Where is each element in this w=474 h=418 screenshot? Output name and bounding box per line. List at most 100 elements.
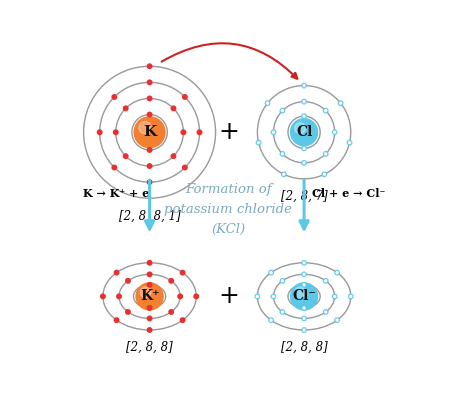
Circle shape — [282, 110, 283, 112]
Circle shape — [302, 83, 306, 88]
Circle shape — [350, 296, 352, 297]
Circle shape — [303, 115, 305, 117]
Circle shape — [269, 318, 273, 322]
Circle shape — [335, 318, 339, 322]
Circle shape — [280, 310, 285, 314]
Circle shape — [257, 142, 260, 144]
Text: [2, 8, 7]: [2, 8, 7] — [281, 190, 328, 203]
Circle shape — [273, 131, 274, 133]
Circle shape — [302, 114, 306, 118]
Circle shape — [147, 306, 152, 310]
Circle shape — [325, 110, 327, 112]
Circle shape — [323, 173, 325, 175]
Circle shape — [334, 296, 336, 297]
Circle shape — [134, 117, 165, 148]
Circle shape — [117, 294, 121, 298]
Circle shape — [303, 284, 305, 286]
Circle shape — [265, 101, 270, 105]
Circle shape — [322, 172, 327, 176]
Circle shape — [273, 296, 274, 297]
Circle shape — [180, 270, 185, 275]
Circle shape — [100, 294, 105, 298]
Circle shape — [338, 101, 343, 105]
Circle shape — [270, 272, 272, 274]
Circle shape — [271, 294, 276, 298]
Circle shape — [323, 152, 328, 156]
Circle shape — [302, 161, 306, 165]
Circle shape — [302, 272, 306, 277]
Text: K⁺: K⁺ — [140, 289, 159, 303]
Circle shape — [147, 164, 152, 168]
Circle shape — [323, 310, 328, 314]
Circle shape — [302, 328, 306, 332]
Circle shape — [112, 165, 117, 170]
Circle shape — [303, 101, 305, 103]
Circle shape — [295, 287, 305, 298]
Circle shape — [140, 287, 151, 298]
Circle shape — [303, 307, 305, 309]
Circle shape — [147, 328, 152, 332]
Circle shape — [325, 280, 327, 282]
Circle shape — [114, 270, 119, 275]
Text: +: + — [218, 120, 239, 144]
Circle shape — [302, 146, 306, 150]
Circle shape — [291, 119, 318, 146]
Circle shape — [147, 80, 152, 84]
Circle shape — [282, 172, 286, 176]
Circle shape — [295, 123, 305, 134]
Circle shape — [323, 108, 328, 113]
Circle shape — [332, 130, 337, 135]
Text: [2, 8, 8]: [2, 8, 8] — [281, 341, 328, 354]
Text: [2, 8, 8]: [2, 8, 8] — [126, 341, 173, 354]
Circle shape — [182, 165, 187, 170]
Circle shape — [336, 272, 338, 274]
Circle shape — [303, 262, 305, 264]
Circle shape — [147, 272, 152, 277]
Circle shape — [302, 283, 306, 287]
Circle shape — [348, 294, 353, 298]
Circle shape — [255, 294, 260, 298]
Circle shape — [98, 130, 102, 135]
Circle shape — [291, 283, 318, 310]
Text: Cl⁻: Cl⁻ — [292, 289, 316, 303]
Circle shape — [182, 95, 187, 99]
Text: K → K⁺ + e: K → K⁺ + e — [82, 188, 149, 199]
Circle shape — [302, 99, 306, 104]
Text: Formation of
potassium chloride
(KCl): Formation of potassium chloride (KCl) — [164, 183, 292, 236]
Circle shape — [302, 316, 306, 321]
Circle shape — [112, 95, 117, 99]
Circle shape — [303, 329, 305, 331]
Circle shape — [126, 310, 130, 314]
Circle shape — [197, 130, 202, 135]
Circle shape — [336, 319, 338, 321]
Circle shape — [147, 148, 152, 152]
Circle shape — [282, 280, 283, 282]
Circle shape — [280, 278, 285, 283]
Circle shape — [171, 154, 176, 158]
Circle shape — [270, 319, 272, 321]
Circle shape — [139, 121, 151, 134]
Circle shape — [339, 102, 342, 104]
Circle shape — [147, 64, 152, 69]
Circle shape — [280, 152, 285, 156]
Circle shape — [114, 318, 119, 322]
Circle shape — [323, 278, 328, 283]
Circle shape — [280, 108, 285, 113]
Circle shape — [181, 130, 186, 135]
Circle shape — [147, 283, 152, 287]
Circle shape — [114, 130, 118, 135]
Circle shape — [126, 278, 130, 283]
Circle shape — [283, 173, 285, 175]
Circle shape — [147, 112, 152, 117]
Circle shape — [169, 310, 173, 314]
Circle shape — [147, 316, 152, 321]
Text: Cl + e → Cl⁻: Cl + e → Cl⁻ — [312, 188, 386, 199]
Circle shape — [171, 106, 176, 111]
Text: Cl: Cl — [296, 125, 312, 139]
Circle shape — [303, 148, 305, 149]
Circle shape — [347, 140, 352, 145]
Circle shape — [271, 130, 276, 135]
Circle shape — [334, 131, 336, 133]
Circle shape — [123, 154, 128, 158]
Circle shape — [178, 294, 182, 298]
